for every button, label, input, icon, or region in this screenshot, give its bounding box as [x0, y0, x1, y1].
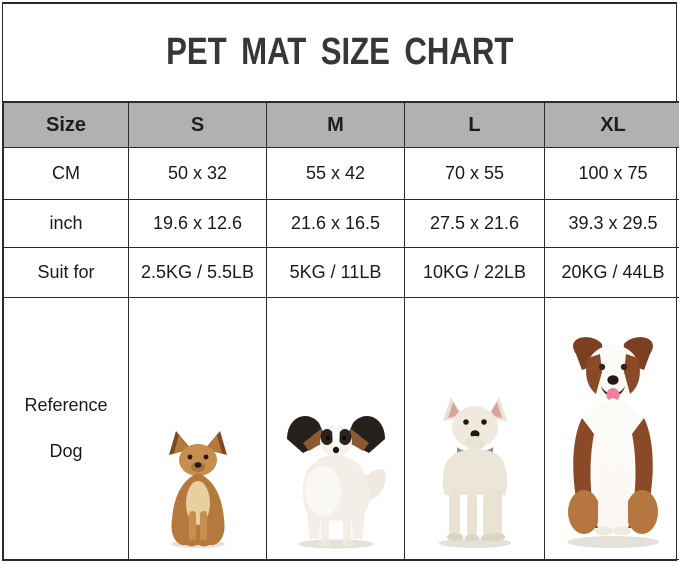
header-cell-l: L: [404, 101, 545, 148]
cell-dog-s: [128, 297, 267, 560]
reference-label-line1: Reference: [24, 394, 108, 415]
row-label-inch: inch: [3, 199, 129, 248]
header-cell-size: Size: [3, 101, 129, 148]
table-row-reference-dog: Reference Dog: [3, 297, 679, 560]
cell-cm-xl: 100 x 75: [544, 147, 679, 200]
cell-inch-s: 19.6 x 12.6: [128, 199, 267, 248]
header-cell-m: M: [266, 101, 405, 148]
header-row: Size S M L XL: [3, 101, 679, 148]
row-label-cm: CM: [3, 147, 129, 200]
row-label-suit-for: Suit for: [3, 247, 129, 298]
cell-cm-l: 70 x 55: [404, 147, 545, 200]
page-title: PET MAT SIZE CHART: [165, 31, 514, 73]
cell-suit-l: 10KG / 22LB: [404, 247, 545, 298]
title-band: PET MAT SIZE CHART: [3, 4, 676, 101]
cell-inch-m: 21.6 x 16.5: [266, 199, 405, 248]
cell-inch-xl: 39.3 x 29.5: [544, 199, 679, 248]
cell-inch-l: 27.5 x 21.6: [404, 199, 545, 248]
small-tan-longhaired-dog-photo: [168, 431, 227, 548]
reference-label-line2: Dog: [49, 440, 83, 461]
cell-cm-s: 50 x 32: [128, 147, 267, 200]
cell-suit-xl: 20KG / 44LB: [544, 247, 679, 298]
row-label-reference-dog: Reference Dog: [3, 297, 129, 560]
table-row-suit-for: Suit for 2.5KG / 5.5LB 5KG / 11LB 10KG /…: [3, 247, 679, 298]
papillon-dog-photo: [286, 416, 386, 549]
cell-dog-l: [404, 297, 545, 560]
table-row-cm: CM 50 x 32 55 x 42 70 x 55 100 x 75: [3, 147, 679, 200]
table-row-inch: inch 19.6 x 12.6 21.6 x 16.5 27.5 x 21.6…: [3, 199, 679, 248]
cell-suit-s: 2.5KG / 5.5LB: [128, 247, 267, 298]
header-cell-s: S: [128, 101, 267, 148]
cell-cm-m: 55 x 42: [266, 147, 405, 200]
cell-suit-m: 5KG / 11LB: [266, 247, 405, 298]
header-cell-xl: XL: [544, 101, 679, 148]
cell-dog-xl: [544, 297, 679, 560]
cell-dog-m: [266, 297, 405, 560]
australian-shepherd-photo: [567, 337, 659, 548]
west-highland-terrier-photo: [438, 397, 511, 548]
size-chart-table: Size S M L XL CM 50 x 32 55 x 42 70 x 55…: [3, 101, 679, 560]
